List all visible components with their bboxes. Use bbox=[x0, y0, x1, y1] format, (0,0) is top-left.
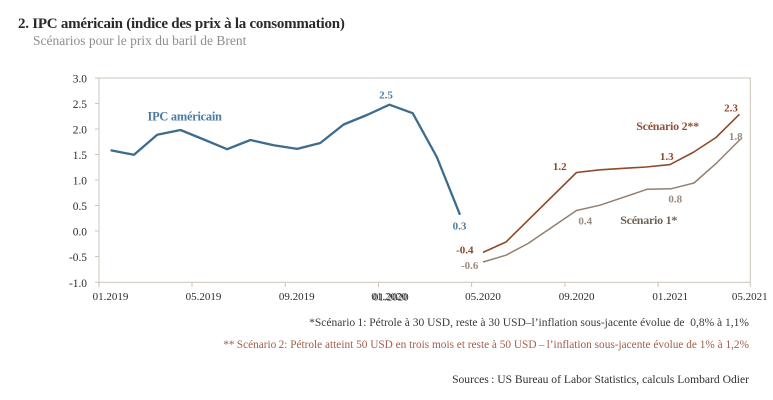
svg-text:2.5: 2.5 bbox=[379, 90, 393, 102]
svg-text:01.2021: 01.2021 bbox=[652, 291, 688, 303]
svg-text:IPC américain: IPC américain bbox=[148, 109, 223, 123]
svg-text:2.3: 2.3 bbox=[724, 103, 738, 115]
svg-text:0.0: 0.0 bbox=[73, 227, 88, 239]
svg-text:09.2020: 09.2020 bbox=[559, 291, 595, 303]
svg-text:01.2020: 01.2020 bbox=[373, 292, 409, 304]
svg-text:1.8: 1.8 bbox=[729, 131, 743, 143]
svg-text:0.3: 0.3 bbox=[453, 221, 467, 233]
svg-text:01.2020: 01.2020 bbox=[371, 291, 407, 303]
svg-text:0.4: 0.4 bbox=[578, 216, 592, 228]
svg-text:3.0: 3.0 bbox=[73, 74, 88, 86]
svg-text:05.2021: 05.2021 bbox=[732, 291, 768, 303]
svg-text:09.2019: 09.2019 bbox=[279, 291, 315, 303]
svg-text:1.2: 1.2 bbox=[553, 161, 567, 173]
svg-text:05.2020: 05.2020 bbox=[465, 291, 501, 303]
svg-text:-0.6: -0.6 bbox=[461, 260, 479, 272]
svg-text:Scénario 2**: Scénario 2** bbox=[636, 119, 699, 133]
svg-text:2.0: 2.0 bbox=[73, 125, 88, 137]
svg-text:1.5: 1.5 bbox=[73, 150, 88, 162]
svg-text:0.8: 0.8 bbox=[668, 194, 682, 206]
svg-text:1.0: 1.0 bbox=[73, 176, 88, 188]
svg-text:Scénario 1*: Scénario 1* bbox=[620, 213, 677, 227]
svg-text:0.5: 0.5 bbox=[73, 201, 88, 213]
svg-text:1.3: 1.3 bbox=[660, 151, 674, 163]
svg-text:05.2019: 05.2019 bbox=[186, 291, 222, 303]
svg-text:2.5: 2.5 bbox=[73, 99, 88, 111]
svg-text:-0.4: -0.4 bbox=[456, 244, 474, 256]
svg-text:-1.0: -1.0 bbox=[69, 278, 87, 290]
svg-text:-0.5: -0.5 bbox=[69, 252, 87, 264]
svg-text:01.2019: 01.2019 bbox=[93, 291, 129, 303]
